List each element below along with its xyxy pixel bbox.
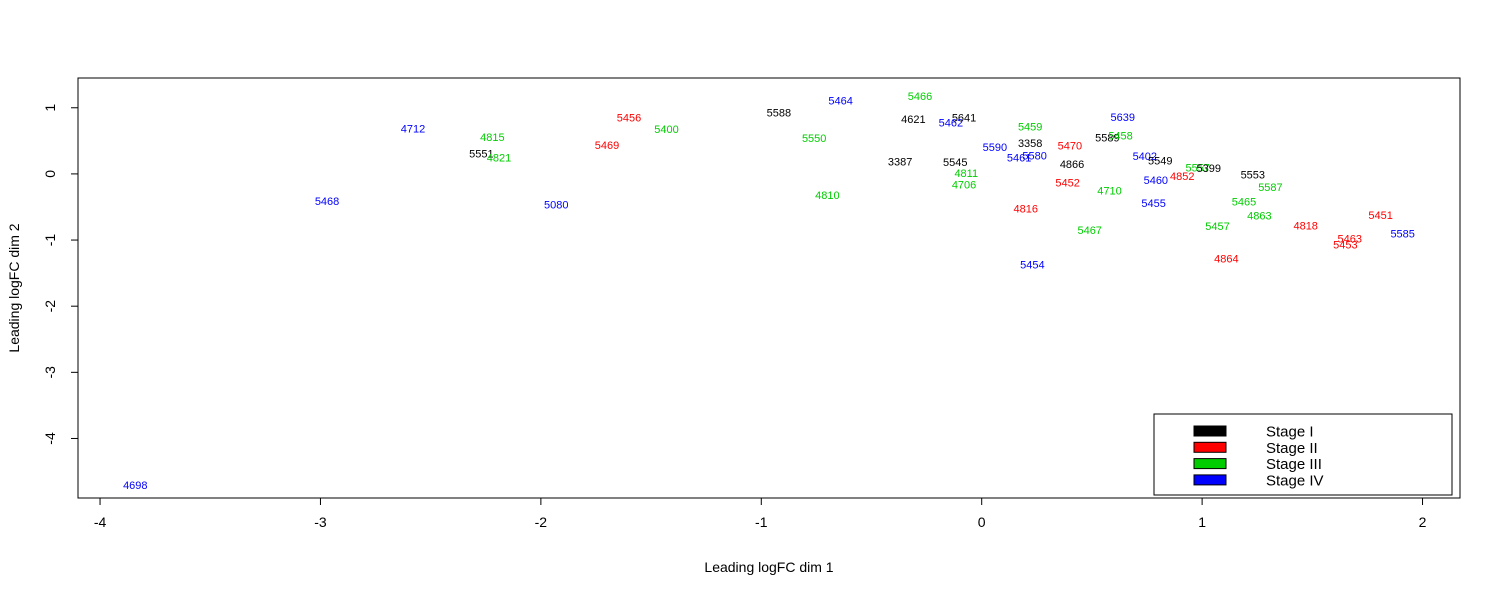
legend-swatch [1193, 441, 1227, 453]
point-label: 5470 [1058, 140, 1082, 152]
point-label: 5462 [939, 117, 963, 129]
point-label: 5463 [1338, 234, 1362, 246]
point-label: 4816 [1014, 203, 1038, 215]
point-label: 5549 [1148, 156, 1172, 168]
point-label: 4852 [1170, 171, 1194, 183]
point-label: 4710 [1097, 185, 1121, 197]
point-label: 5402 [1133, 151, 1157, 163]
x-axis: -4 -3 -2 -1 0 1 2 [94, 497, 1427, 530]
point-label: 5467 [1077, 225, 1101, 237]
point-label: 5589 [1095, 133, 1119, 145]
x-tick-label: -1 [755, 514, 768, 530]
y-tick-label: 1 [42, 104, 58, 112]
point-label: 5545 [943, 157, 967, 169]
point-label: 4866 [1060, 159, 1084, 171]
point-label: 5468 [315, 196, 339, 208]
x-tick-label: -2 [535, 514, 548, 530]
legend-label: Stage II [1266, 440, 1318, 457]
legend-label: Stage I [1266, 424, 1314, 441]
point-label: 5465 [1232, 197, 1256, 209]
x-axis-title: Leading logFC dim 1 [704, 559, 833, 575]
x-tick-label: 1 [1198, 514, 1206, 530]
x-tick-label: 2 [1419, 514, 1427, 530]
point-label: 5588 [767, 107, 791, 119]
point-label: 5080 [544, 199, 568, 211]
point-label: 3387 [888, 156, 912, 168]
legend-swatch [1193, 425, 1227, 437]
point-label: 5466 [908, 91, 932, 103]
y-tick-label: -2 [42, 300, 58, 313]
point-label: 5553 [1241, 170, 1265, 182]
point-label: 4706 [952, 179, 976, 191]
point-label: 4815 [480, 132, 504, 144]
point-label: 5400 [654, 124, 678, 136]
point-label: 5459 [1018, 121, 1042, 133]
point-label: 4811 [954, 168, 978, 180]
point-label: 5550 [802, 133, 826, 145]
y-tick-label: -4 [42, 432, 58, 445]
point-label: 5460 [1144, 175, 1168, 187]
point-label: 5458 [1108, 131, 1132, 143]
legend-swatch [1193, 474, 1227, 486]
x-tick-label: -4 [94, 514, 107, 530]
point-label: 5587 [1258, 182, 1282, 194]
point-label: 5452 [1055, 178, 1079, 190]
y-tick-label: 0 [42, 170, 58, 178]
point-label: 4621 [901, 114, 925, 126]
point-label: 5585 [1390, 228, 1414, 240]
point-label: 4698 [123, 480, 147, 492]
point-label: 4712 [401, 123, 425, 135]
x-tick-label: -3 [314, 514, 327, 530]
point-label: 5455 [1141, 198, 1165, 210]
point-label: 3358 [1018, 138, 1042, 150]
point-label: 5454 [1020, 260, 1044, 272]
y-tick-label: -1 [42, 234, 58, 247]
legend-swatch [1193, 458, 1227, 470]
point-label: 5464 [828, 95, 852, 107]
y-axis: -4 -3 -2 -1 0 1 [42, 104, 79, 445]
point-label: 4821 [487, 152, 511, 164]
point-label: 5461 [1007, 152, 1031, 164]
y-axis-title: Leading logFC dim 2 [6, 223, 22, 352]
point-label: 4863 [1247, 211, 1271, 223]
point-label: 5590 [983, 142, 1007, 154]
point-label: 5456 [617, 113, 641, 125]
point-label: 4810 [815, 190, 839, 202]
point-label: 5451 [1368, 210, 1392, 222]
x-tick-label: 0 [978, 514, 986, 530]
point-label: 5641 [952, 113, 976, 125]
point-label: 5639 [1111, 112, 1135, 124]
point-label: 5469 [595, 140, 619, 152]
y-tick-label: -3 [42, 366, 58, 379]
point-label: 5453 [1333, 240, 1357, 252]
point-label: 5399 [1196, 163, 1220, 175]
point-label: 5457 [1205, 221, 1229, 233]
legend-label: Stage III [1266, 456, 1322, 473]
point-label: 5580 [1022, 150, 1046, 162]
point-label: 4864 [1214, 254, 1238, 266]
point-label: 5551 [469, 148, 493, 160]
legend-label: Stage IV [1266, 472, 1324, 489]
point-label: 4818 [1293, 220, 1317, 232]
point-label: 5557 [1185, 162, 1209, 174]
